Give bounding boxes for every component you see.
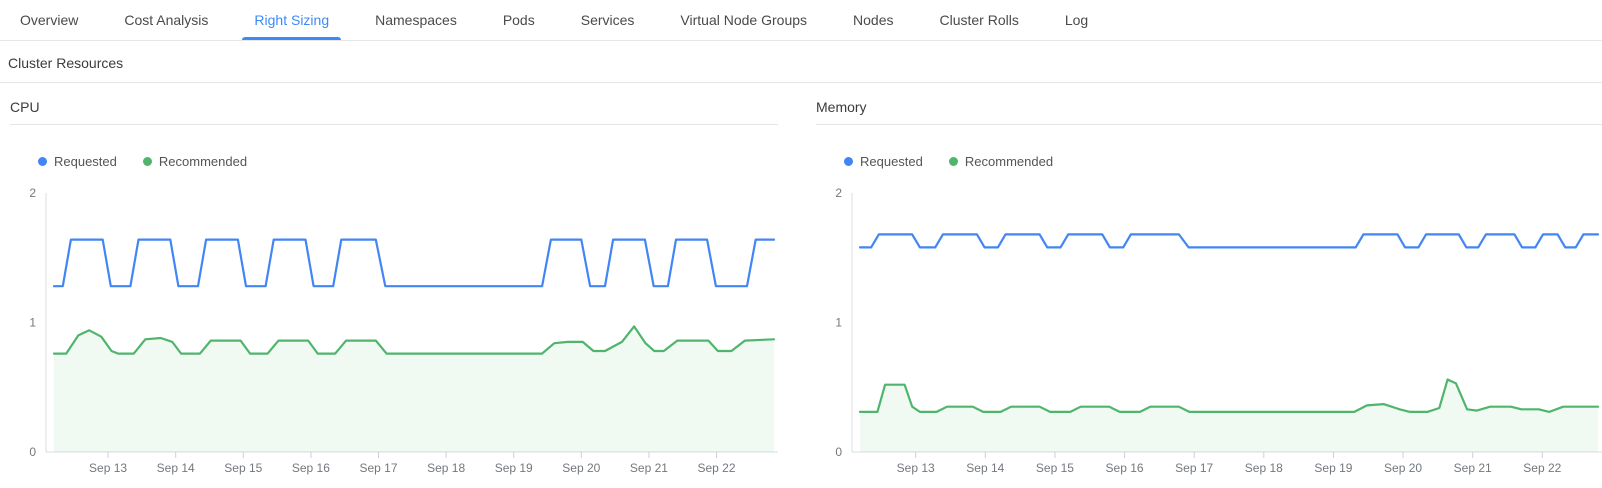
x-tick-label: Sep 13 — [89, 461, 127, 475]
requested-dot-icon — [844, 156, 853, 166]
x-tick-label: Sep 17 — [359, 461, 397, 475]
memory-legend: Requested Recommended — [844, 153, 1602, 169]
recommended-line — [52, 325, 776, 355]
cpu-chart[interactable]: 0 1 2 Sep 13 Sep 14 Sep 15 Sep 16 Sep 17 Sep 18 S… — [10, 183, 778, 475]
tab-cost-analysis[interactable]: Cost Analysis — [111, 0, 221, 40]
y-tick-label: 1 — [29, 316, 36, 330]
memory-chart[interactable]: 0 1 2 Sep 13 Sep 14 Sep 15 Sep 16 Sep 17 Sep 18 S… — [816, 183, 1602, 475]
recommended-area — [54, 326, 774, 452]
tab-bar: Overview Cost Analysis Right Sizing Namespa… — [0, 0, 1602, 41]
y-tick-label: 0 — [29, 445, 36, 459]
x-tick-label: Sep 19 — [1314, 461, 1352, 475]
x-tick-label: Sep 21 — [1454, 461, 1492, 475]
y-tick-label: 0 — [835, 445, 842, 459]
cpu-panel: CPU Requested Recommended 0 1 2 Sep 13 Sep 1… — [10, 83, 778, 475]
section-title-cluster-resources: Cluster Resources — [0, 41, 1602, 83]
x-tick-label: Sep 15 — [224, 461, 262, 475]
x-tick-label: Sep 16 — [1106, 461, 1144, 475]
recommended-line — [858, 378, 1600, 413]
x-tick-label: Sep 14 — [966, 461, 1004, 475]
memory-panel: Memory Requested Recommended 0 1 2 Sep 13 Se… — [816, 83, 1602, 475]
requested-dot-icon — [38, 156, 47, 166]
charts-row: CPU Requested Recommended 0 1 2 Sep 13 Sep 1… — [0, 83, 1602, 475]
legend-item-requested[interactable]: Requested — [844, 154, 923, 169]
tab-virtual-node-groups[interactable]: Virtual Node Groups — [667, 0, 820, 40]
tab-right-sizing[interactable]: Right Sizing — [241, 0, 342, 40]
legend-label: Requested — [860, 153, 923, 169]
tab-overview[interactable]: Overview — [7, 0, 91, 40]
recommended-area — [860, 379, 1598, 452]
x-tick-label: Sep 16 — [292, 461, 330, 475]
x-tick-label: Sep 20 — [1384, 461, 1422, 475]
x-tick-label: Sep 22 — [698, 461, 736, 475]
y-tick-label: 1 — [835, 316, 842, 330]
recommended-dot-icon — [948, 156, 958, 166]
x-tick-label: Sep 21 — [630, 461, 668, 475]
legend-label: Recommended — [964, 153, 1054, 169]
tab-log[interactable]: Log — [1052, 0, 1101, 40]
x-tick-label: Sep 18 — [1245, 461, 1283, 475]
tab-nodes[interactable]: Nodes — [840, 0, 906, 40]
legend-item-recommended[interactable]: Recommended — [142, 153, 248, 169]
tab-namespaces[interactable]: Namespaces — [362, 0, 470, 40]
x-tick-label: Sep 15 — [1036, 461, 1074, 475]
x-tick-label: Sep 20 — [562, 461, 600, 475]
x-tick-label: Sep 18 — [427, 461, 465, 475]
legend-item-recommended[interactable]: Recommended — [948, 153, 1054, 169]
legend-label: Requested — [54, 153, 117, 169]
x-tick-label: Sep 17 — [1175, 461, 1213, 475]
x-tick-label: Sep 14 — [157, 461, 195, 475]
tab-services[interactable]: Services — [568, 0, 648, 40]
recommended-dot-icon — [142, 156, 152, 166]
legend-item-requested[interactable]: Requested — [38, 154, 117, 169]
tab-pods[interactable]: Pods — [490, 0, 548, 40]
tab-cluster-rolls[interactable]: Cluster Rolls — [926, 0, 1031, 40]
cpu-chart-title: CPU — [10, 83, 778, 125]
requested-line — [858, 233, 1600, 249]
x-tick-label: Sep 13 — [897, 461, 935, 475]
x-tick-label: Sep 22 — [1523, 461, 1561, 475]
y-tick-label: 2 — [835, 186, 842, 200]
cpu-legend: Requested Recommended — [38, 153, 778, 169]
memory-chart-title: Memory — [816, 83, 1602, 125]
y-tick-label: 2 — [29, 186, 36, 200]
legend-label: Recommended — [158, 153, 248, 169]
requested-line — [52, 238, 776, 288]
x-tick-label: Sep 19 — [495, 461, 533, 475]
